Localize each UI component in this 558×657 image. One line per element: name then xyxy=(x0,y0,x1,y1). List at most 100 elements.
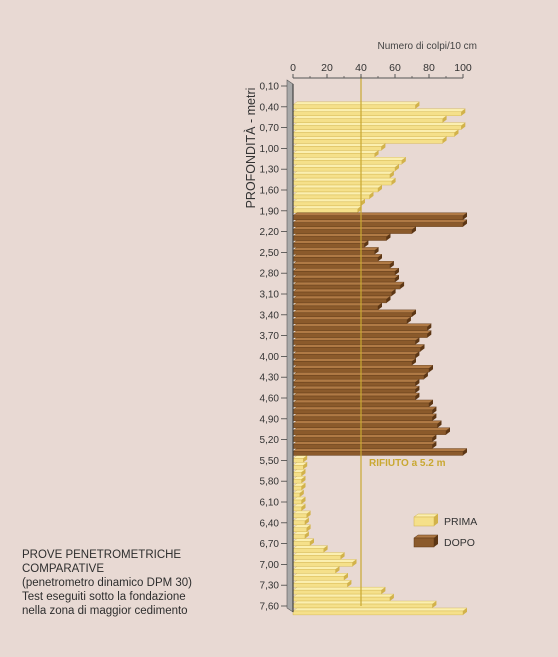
bar-top xyxy=(292,448,468,452)
bar xyxy=(292,566,341,574)
bar xyxy=(292,455,308,463)
caption: PROVE PENETROMETRICHE COMPARATIVE (penet… xyxy=(22,548,272,618)
bar-face xyxy=(292,222,464,227)
bar xyxy=(292,427,451,435)
x-tick-label: 80 xyxy=(423,62,435,74)
bar-face xyxy=(292,520,306,525)
bar-face xyxy=(292,257,379,262)
bar-top xyxy=(292,358,417,362)
bar-face xyxy=(292,548,324,553)
bar-face xyxy=(292,499,302,505)
bar-side xyxy=(303,455,308,463)
bar-top xyxy=(292,212,468,216)
bar xyxy=(292,420,443,428)
bar xyxy=(292,177,397,186)
y-tick-label: 6,40 xyxy=(260,518,280,529)
bar xyxy=(292,170,395,179)
bar-face xyxy=(292,485,302,491)
bar xyxy=(292,524,312,532)
bar-side xyxy=(323,545,328,553)
bar-face xyxy=(292,451,464,456)
bar xyxy=(292,441,437,449)
bar xyxy=(292,261,395,269)
bar-top xyxy=(292,365,434,369)
bar-face xyxy=(292,472,302,477)
bar-face xyxy=(292,541,311,546)
bar-top xyxy=(292,580,352,584)
bar-top xyxy=(292,288,397,293)
bar-face xyxy=(292,610,464,616)
bar xyxy=(292,476,307,484)
bar-side xyxy=(423,372,428,380)
bar xyxy=(292,198,366,207)
bar-side xyxy=(429,399,433,407)
legend-label: PRIMA xyxy=(444,516,477,528)
legend-swatch-top xyxy=(413,534,439,539)
y-tick-label: 1,30 xyxy=(260,165,280,176)
bar-face xyxy=(292,146,382,151)
y-tick-label: 7,00 xyxy=(260,560,280,571)
bar-face xyxy=(292,236,387,241)
bar-face xyxy=(292,409,433,415)
caption-line: nella zona di maggior cedimento xyxy=(22,605,188,617)
bar xyxy=(292,115,448,123)
reference-line: RIFIUTO a 5.2 m xyxy=(360,76,446,606)
bar xyxy=(292,344,426,352)
bar xyxy=(292,573,349,581)
bar-face xyxy=(292,298,387,304)
bar-side xyxy=(301,503,306,511)
bar-side xyxy=(361,198,365,206)
bar-side xyxy=(437,420,442,428)
y-tick-label: 2,20 xyxy=(260,227,280,238)
bar-top xyxy=(292,330,432,334)
bar-side xyxy=(335,566,340,574)
bar-side xyxy=(344,573,348,581)
bar-top xyxy=(292,295,392,300)
bar-side xyxy=(415,337,420,345)
bar xyxy=(292,510,312,519)
x-tick-label: 40 xyxy=(355,62,367,74)
x-tick-label: 20 xyxy=(321,62,333,74)
bar-face xyxy=(292,118,443,123)
bar-top xyxy=(292,413,437,418)
bar-side xyxy=(301,497,306,504)
bar-top xyxy=(292,184,383,189)
legend-item: DOPO xyxy=(413,534,475,549)
bar xyxy=(292,150,380,158)
bar-face xyxy=(292,430,447,435)
bar-top xyxy=(292,129,460,133)
bar xyxy=(292,600,437,609)
y-tick-label: 5,80 xyxy=(260,477,280,488)
bar xyxy=(292,552,346,560)
bar-top xyxy=(292,420,443,424)
bar xyxy=(292,399,434,408)
legend: PRIMA DOPO xyxy=(413,513,477,549)
bar-face xyxy=(292,160,403,165)
bar xyxy=(292,434,437,442)
bar-side xyxy=(304,517,309,525)
y-tick-label: 4,90 xyxy=(260,414,280,425)
bar-face xyxy=(292,180,392,186)
bar-top xyxy=(292,302,383,307)
bar-side xyxy=(301,483,306,491)
y-tick-label: 0,10 xyxy=(260,82,280,93)
bar-side xyxy=(412,226,416,234)
bar-side xyxy=(391,178,396,186)
bar-side xyxy=(432,441,437,449)
bar xyxy=(292,593,395,602)
bar-side xyxy=(461,122,466,130)
bar-face xyxy=(292,243,365,248)
bar-top xyxy=(292,122,466,126)
bar xyxy=(292,545,329,553)
y-axis-label: PROFONDITÀ - metri xyxy=(243,88,258,209)
bar xyxy=(292,559,358,567)
bar xyxy=(292,496,307,505)
y-tick-label: 1,90 xyxy=(260,206,280,217)
bar-side xyxy=(412,358,416,366)
bar-top xyxy=(292,219,468,223)
bar-side xyxy=(395,275,399,283)
bar-face xyxy=(292,437,433,442)
bar-side xyxy=(378,254,382,262)
bar-side xyxy=(389,594,394,602)
bar-face xyxy=(292,583,348,588)
